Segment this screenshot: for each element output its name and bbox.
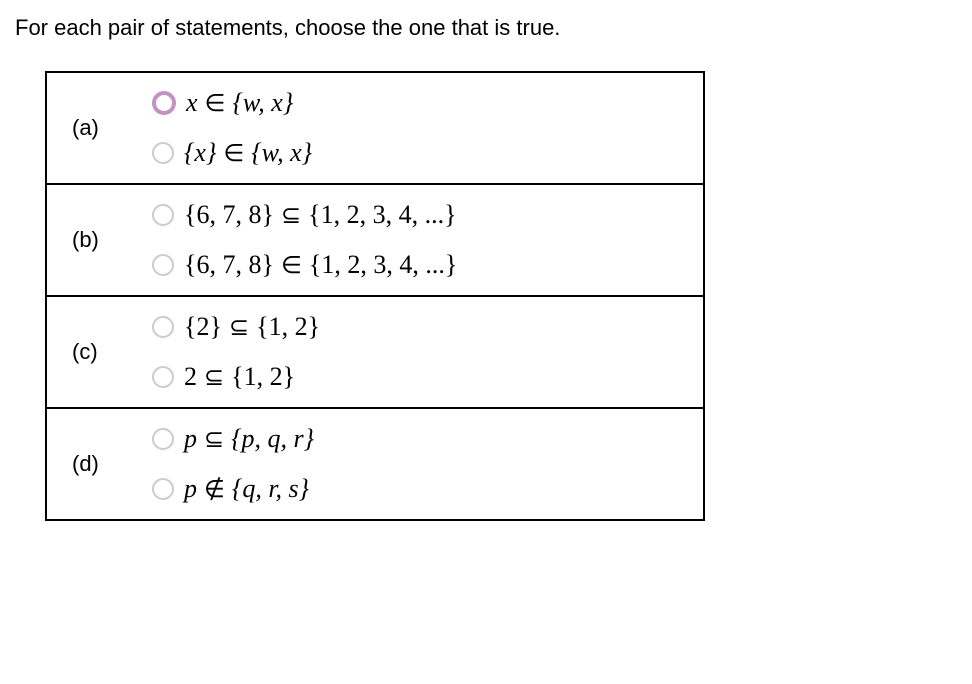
problem-label: (a)	[72, 115, 152, 141]
radio-icon[interactable]	[152, 478, 174, 500]
problems-table: (a) x ∈ w, x x ∈ w, x	[45, 71, 705, 521]
math-expression: 2 ⊆ 1, 2	[184, 362, 295, 392]
radio-icon[interactable]	[152, 204, 174, 226]
radio-icon[interactable]	[152, 366, 174, 388]
math-expression: p ⊆ p, q, r	[184, 424, 314, 454]
problem-row-a: (a) x ∈ w, x x ∈ w, x	[47, 73, 703, 185]
radio-icon[interactable]	[152, 142, 174, 164]
math-expression: 6, 7, 8 ∈ 1, 2, 3, 4, ...	[184, 250, 457, 280]
options-column: 6, 7, 8 ⊆ 1, 2, 3, 4, ... 6, 7, 8 ∈ 1, 2…	[152, 200, 678, 280]
option-b-2[interactable]: 6, 7, 8 ∈ 1, 2, 3, 4, ...	[152, 250, 678, 280]
instruction-text: For each pair of statements, choose the …	[15, 15, 957, 41]
option-a-1[interactable]: x ∈ w, x	[152, 88, 678, 118]
math-expression: 6, 7, 8 ⊆ 1, 2, 3, 4, ...	[184, 200, 457, 230]
problem-row-d: (d) p ⊆ p, q, r p ∉ q, r, s	[47, 409, 703, 519]
radio-icon[interactable]	[152, 254, 174, 276]
math-expression: 2 ⊆ 1, 2	[184, 312, 320, 342]
problem-label: (d)	[72, 451, 152, 477]
options-column: 2 ⊆ 1, 2 2 ⊆ 1, 2	[152, 312, 678, 392]
math-expression: p ∉ q, r, s	[184, 474, 309, 504]
radio-icon[interactable]	[152, 91, 176, 115]
option-d-1[interactable]: p ⊆ p, q, r	[152, 424, 678, 454]
option-d-2[interactable]: p ∉ q, r, s	[152, 474, 678, 504]
options-column: p ⊆ p, q, r p ∉ q, r, s	[152, 424, 678, 504]
radio-icon[interactable]	[152, 316, 174, 338]
options-column: x ∈ w, x x ∈ w, x	[152, 88, 678, 168]
option-c-2[interactable]: 2 ⊆ 1, 2	[152, 362, 678, 392]
math-expression: x ∈ w, x	[186, 88, 293, 118]
problem-label: (c)	[72, 339, 152, 365]
problem-label: (b)	[72, 227, 152, 253]
option-a-2[interactable]: x ∈ w, x	[152, 138, 678, 168]
problem-row-c: (c) 2 ⊆ 1, 2 2 ⊆ 1, 2	[47, 297, 703, 409]
math-expression: x ∈ w, x	[184, 138, 312, 168]
option-b-1[interactable]: 6, 7, 8 ⊆ 1, 2, 3, 4, ...	[152, 200, 678, 230]
problem-row-b: (b) 6, 7, 8 ⊆ 1, 2, 3, 4, ... 6, 7, 8 ∈	[47, 185, 703, 297]
radio-icon[interactable]	[152, 428, 174, 450]
option-c-1[interactable]: 2 ⊆ 1, 2	[152, 312, 678, 342]
